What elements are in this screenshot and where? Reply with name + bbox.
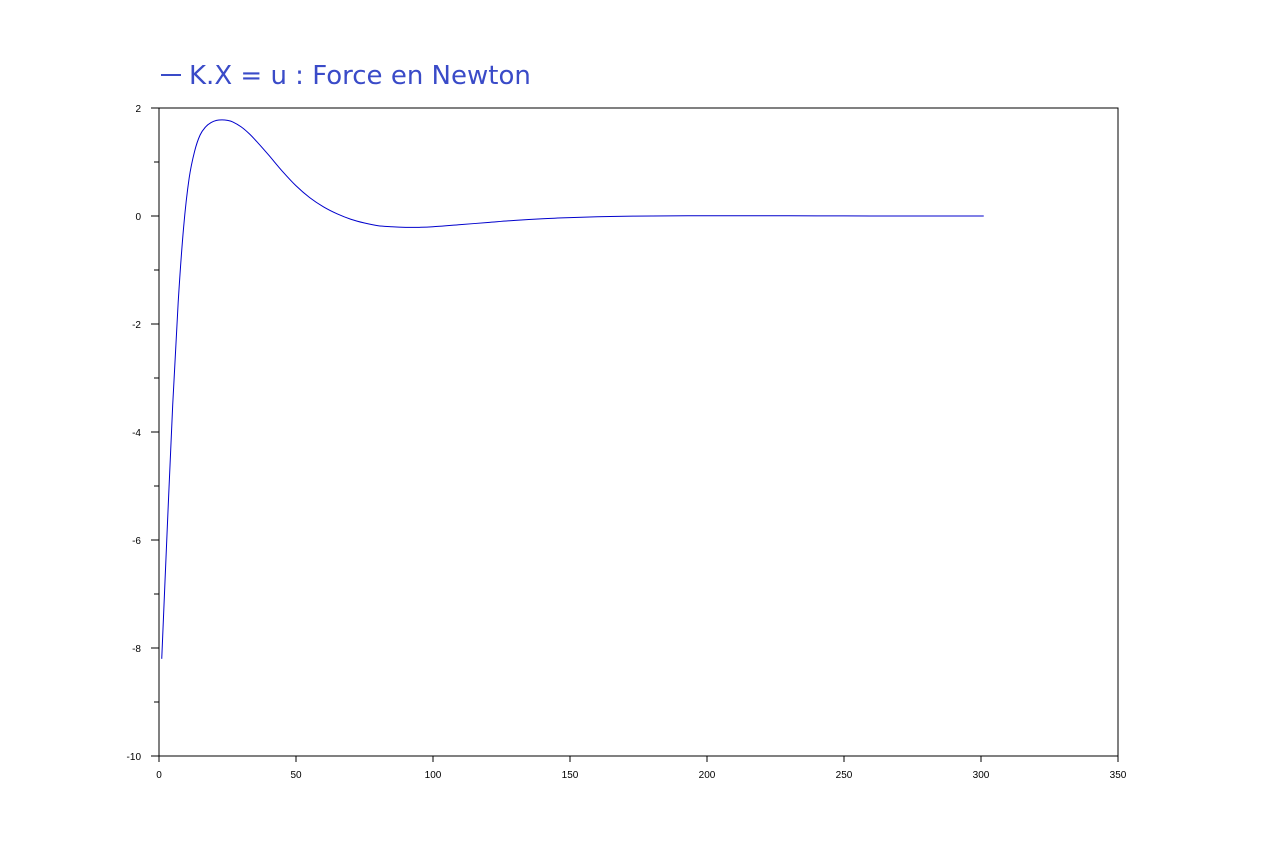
x-tick-label: 150 [562,770,579,781]
y-tick-label: -10 [127,752,142,763]
y-tick-label: -2 [132,320,141,331]
y-tick-label: -8 [132,644,141,655]
series-layer [161,119,984,659]
x-tick-label: 350 [1110,770,1127,781]
x-axis: 0 50 100 150 200 250 300 350 [156,756,1127,781]
legend: K.X = u : Force en Newton [161,61,531,91]
legend-label: K.X = u : Force en Newton [189,61,531,91]
x-tick-label: 100 [425,770,442,781]
x-tick-label: 250 [836,770,853,781]
y-tick-label: -4 [132,428,141,439]
x-tick-label: 50 [290,770,302,781]
x-tick-label: 0 [156,770,162,781]
y-tick-label: -6 [132,536,141,547]
y-tick-label: 0 [135,212,141,223]
series-line [161,119,984,659]
y-tick-label: 2 [135,104,141,115]
x-tick-label: 200 [699,770,716,781]
x-tick-label: 300 [973,770,990,781]
y-axis: 2 0 -2 -4 -6 -8 -10 [127,104,159,763]
